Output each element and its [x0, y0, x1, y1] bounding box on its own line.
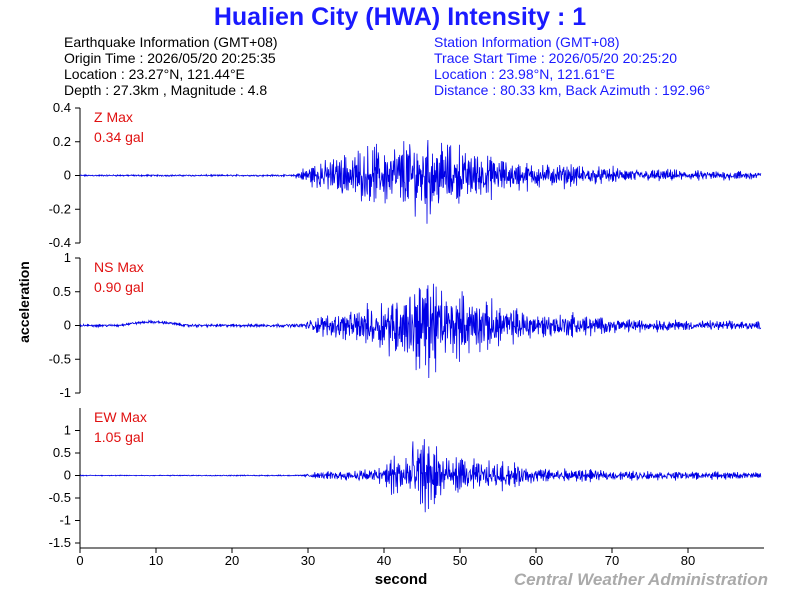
- epicenter-location: Location : 23.27°N, 121.44°E: [64, 66, 245, 82]
- y-tick-label-ew: -0.5: [49, 490, 71, 505]
- earthquake-info: Earthquake Information (GMT+08) Origin T…: [64, 34, 278, 98]
- y-tick-label-ns: 0.5: [53, 284, 71, 299]
- waveform-ew: [79, 439, 762, 513]
- max-value-z: 0.34 gal: [94, 129, 144, 145]
- y-tick-label-ew: -1: [59, 513, 71, 528]
- y-tick-label-ew: 0.5: [53, 445, 71, 460]
- y-tick-label-ew: 1: [64, 423, 71, 438]
- x-tick-label: 80: [681, 553, 695, 568]
- station-distance: Distance : 80.33 km, Back Azimuth : 192.…: [434, 82, 711, 98]
- y-tick-label-ns: -1: [59, 385, 71, 400]
- max-value-ns: 0.90 gal: [94, 279, 144, 295]
- y-tick-label-ns: 1: [64, 250, 71, 265]
- max-value-ew: 1.05 gal: [94, 429, 144, 445]
- max-label-ns: NS Max: [94, 259, 144, 275]
- y-tick-label-ew: 0: [64, 468, 71, 483]
- x-tick-label: 50: [453, 553, 467, 568]
- max-label-z: Z Max: [94, 109, 133, 125]
- station-info: Station Information (GMT+08) Trace Start…: [434, 34, 710, 98]
- y-tick-label-z: 0: [64, 168, 71, 183]
- station-location: Location : 23.98°N, 121.61°E: [434, 66, 615, 82]
- y-tick-label-z: 0.2: [53, 134, 71, 149]
- x-tick-label: 70: [605, 553, 619, 568]
- trace-start-time: Trace Start Time : 2026/05/20 20:25:20: [434, 50, 678, 66]
- waveform-z: [79, 139, 762, 224]
- station-info-heading: Station Information (GMT+08): [434, 34, 620, 50]
- x-tick-label: 10: [149, 553, 163, 568]
- y-tick-label-z: -0.2: [49, 201, 71, 216]
- x-axis-label: second: [374, 571, 428, 588]
- x-tick-label: 60: [529, 553, 543, 568]
- y-tick-label-z: 0.4: [53, 100, 71, 115]
- agency-credit: Central Weather Administration: [513, 570, 768, 589]
- y-tick-label-ew: -1.5: [49, 535, 71, 550]
- depth-magnitude: Depth : 27.3km , Magnitude : 4.8: [64, 82, 268, 98]
- x-tick-label: 40: [377, 553, 391, 568]
- chart-title: Hualien City (HWA) Intensity : 1: [213, 3, 587, 31]
- x-tick-label: 30: [301, 553, 315, 568]
- x-tick-label: 20: [225, 553, 239, 568]
- max-label-ew: EW Max: [94, 409, 147, 425]
- origin-time: Origin Time : 2026/05/20 20:25:35: [64, 50, 276, 66]
- y-tick-label-z: -0.4: [49, 235, 71, 250]
- earthquake-info-heading: Earthquake Information (GMT+08): [64, 34, 278, 50]
- y-tick-label-ns: 0: [64, 318, 71, 333]
- y-tick-label-ns: -0.5: [49, 351, 71, 366]
- x-tick-label: 0: [76, 553, 83, 568]
- waveform-ns: [79, 283, 762, 379]
